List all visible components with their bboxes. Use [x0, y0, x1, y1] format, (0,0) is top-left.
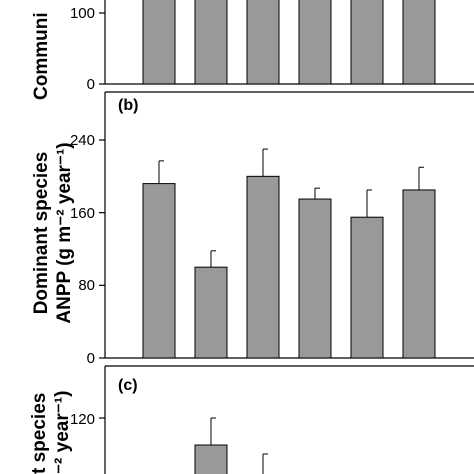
panel-b-bar-6 [402, 189, 436, 359]
panel-b [99, 91, 474, 359]
panel-b-label: (b) [118, 97, 138, 114]
panel-c-ylabel-line1: t species [29, 393, 50, 474]
panel-c-ylabel-line2: ⁻² year⁻¹) [52, 391, 73, 474]
panel-b-ylabel-line1: Dominant species [31, 152, 52, 315]
panel-b-ytick-240: 240 [70, 132, 95, 149]
panel-b-bar-2 [194, 266, 228, 359]
panel-a-ytick-100: 100 [70, 5, 95, 22]
panel-b-bar-5 [350, 216, 384, 359]
panel-c [99, 365, 474, 474]
panel-b-ytick-80: 80 [78, 277, 95, 294]
panel-a-bar-3 [246, 0, 280, 85]
panel-a-bar-1 [142, 0, 176, 85]
panel-c-bar-2 [194, 444, 228, 474]
panel-a-bar-6 [402, 0, 436, 85]
panel-c-ytick-120: 120 [70, 411, 95, 428]
panel-a-bar-4 [298, 0, 332, 85]
panel-b-bar-1 [142, 183, 176, 359]
panel-b-ylabel-line2: ANPP (g m⁻² year⁻¹) [54, 142, 75, 323]
panel-b-bar-3 [246, 175, 280, 359]
panel-b-bar-4 [298, 198, 332, 359]
panel-a-ylabel: Communi [31, 12, 52, 100]
panel-a-ytick-0: 0 [87, 76, 95, 93]
panel-a-bar-2 [194, 0, 228, 85]
panel-b-ytick-0: 0 [87, 350, 95, 367]
panel-c-label: (c) [118, 377, 138, 394]
panel-a [99, 0, 474, 85]
panel-a-bar-5 [350, 0, 384, 85]
panel-b-ytick-160: 160 [70, 205, 95, 222]
